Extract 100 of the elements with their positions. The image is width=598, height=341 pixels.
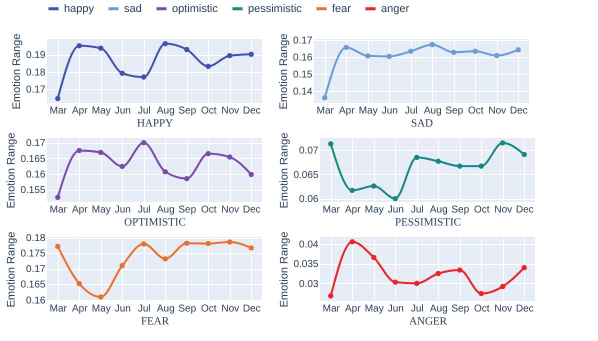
- y-tick-label: 0.07: [299, 146, 319, 157]
- point: [350, 188, 355, 194]
- x-axis-title: PESSIMISTIC: [394, 216, 462, 228]
- x-tick-label: May: [92, 204, 111, 216]
- x-tick-label: Jun: [388, 304, 404, 314]
- point: [248, 172, 254, 178]
- y-tick-label: 0.155: [20, 185, 46, 196]
- point: [120, 164, 125, 170]
- legend-label: optimistic: [172, 2, 218, 15]
- x-tick-label: Jul: [404, 106, 418, 116]
- x-axis-title: ANGER: [409, 316, 448, 328]
- x-tick-label: Apr: [72, 106, 88, 116]
- y-tick-label: 0.14: [293, 86, 313, 98]
- point: [141, 241, 146, 246]
- x-tick-label: Oct: [474, 304, 490, 314]
- point: [414, 280, 420, 286]
- x-tick-label: Apr: [338, 106, 356, 116]
- point: [478, 163, 484, 169]
- point: [436, 158, 441, 164]
- x-tick-label: May: [358, 106, 378, 116]
- point: [328, 293, 334, 299]
- y-axis-title: Emotion Range: [11, 34, 24, 110]
- point: [392, 280, 398, 285]
- x-tick-label: Apr: [344, 304, 362, 314]
- point: [206, 240, 211, 246]
- point: [206, 150, 211, 156]
- point: [162, 169, 168, 174]
- x-tick-label: Sep: [451, 204, 470, 216]
- point: [500, 140, 506, 146]
- x-tick-label: Dec: [516, 304, 534, 314]
- point: [227, 239, 232, 245]
- point: [386, 54, 392, 60]
- point: [350, 239, 355, 244]
- point: [227, 52, 232, 58]
- x-tick-label: Aug: [156, 106, 175, 116]
- x-tick-label: Mar: [50, 204, 68, 216]
- x-tick-label: Mar: [50, 304, 68, 314]
- y-axis-title: Emotion Range: [278, 34, 290, 110]
- point: [162, 41, 168, 46]
- x-tick-label: May: [364, 204, 384, 216]
- point: [98, 150, 104, 155]
- x-tick-label: Sep: [178, 106, 197, 116]
- x-tick-label: Mar: [322, 204, 341, 216]
- x-tick-label: Oct: [474, 204, 490, 216]
- point: [457, 267, 462, 273]
- point: [430, 42, 435, 48]
- point: [55, 244, 60, 249]
- x-tick-label: Dec: [516, 204, 534, 216]
- point: [184, 240, 190, 246]
- point: [371, 183, 376, 189]
- x-tick-label: Dec: [242, 106, 261, 116]
- x-tick-label: Mar: [316, 106, 335, 116]
- x-tick-label: Dec: [510, 106, 528, 116]
- y-axis-title: Emotion Range: [5, 132, 18, 208]
- point: [120, 262, 125, 268]
- point: [472, 48, 478, 54]
- y-tick-label: 0.17: [293, 35, 313, 46]
- x-tick-label: Aug: [424, 106, 442, 116]
- point: [98, 294, 104, 300]
- x-tick-label: Oct: [468, 106, 484, 116]
- point: [141, 140, 146, 146]
- point: [248, 52, 254, 57]
- y-tick-label: 0.19: [26, 50, 46, 62]
- y-tick-label: 0.165: [20, 154, 46, 165]
- x-tick-label: Sep: [451, 304, 470, 314]
- x-tick-label: Nov: [221, 304, 240, 314]
- point: [414, 154, 420, 160]
- x-tick-label: Jun: [388, 204, 404, 216]
- y-axis-title: Emotion Range: [278, 132, 290, 208]
- y-tick-label: 0.17: [26, 138, 46, 150]
- y-tick-label: 0.16: [26, 295, 46, 306]
- point: [365, 53, 370, 59]
- legend-label: pessimistic: [248, 2, 302, 15]
- x-axis-title: FEAR: [140, 316, 170, 328]
- x-tick-label: Jul: [410, 204, 424, 216]
- x-tick-label: Jun: [114, 204, 131, 216]
- point: [141, 74, 146, 80]
- x-tick-label: Sep: [445, 106, 464, 116]
- x-tick-label: Oct: [200, 106, 217, 116]
- point: [478, 290, 484, 296]
- x-tick-label: Dec: [242, 204, 261, 216]
- y-tick-label: 0.16: [26, 169, 46, 180]
- x-tick-label: Aug: [430, 304, 448, 314]
- y-tick-label: 0.18: [26, 67, 46, 78]
- x-tick-label: Aug: [156, 304, 175, 314]
- point: [516, 47, 521, 52]
- y-axis-title: Emotion Range: [278, 232, 290, 308]
- y-tick-label: 0.065: [293, 170, 319, 181]
- x-tick-label: Jul: [138, 304, 151, 314]
- x-tick-label: Mar: [50, 106, 68, 116]
- point: [408, 48, 414, 54]
- point: [227, 154, 232, 160]
- point: [328, 141, 334, 146]
- point: [392, 196, 398, 202]
- x-tick-label: Nov: [221, 204, 240, 216]
- x-tick-label: May: [92, 106, 111, 116]
- point: [55, 194, 60, 200]
- x-tick-label: Nov: [494, 304, 512, 314]
- x-tick-label: Aug: [156, 204, 175, 216]
- x-tick-label: Sep: [178, 204, 197, 216]
